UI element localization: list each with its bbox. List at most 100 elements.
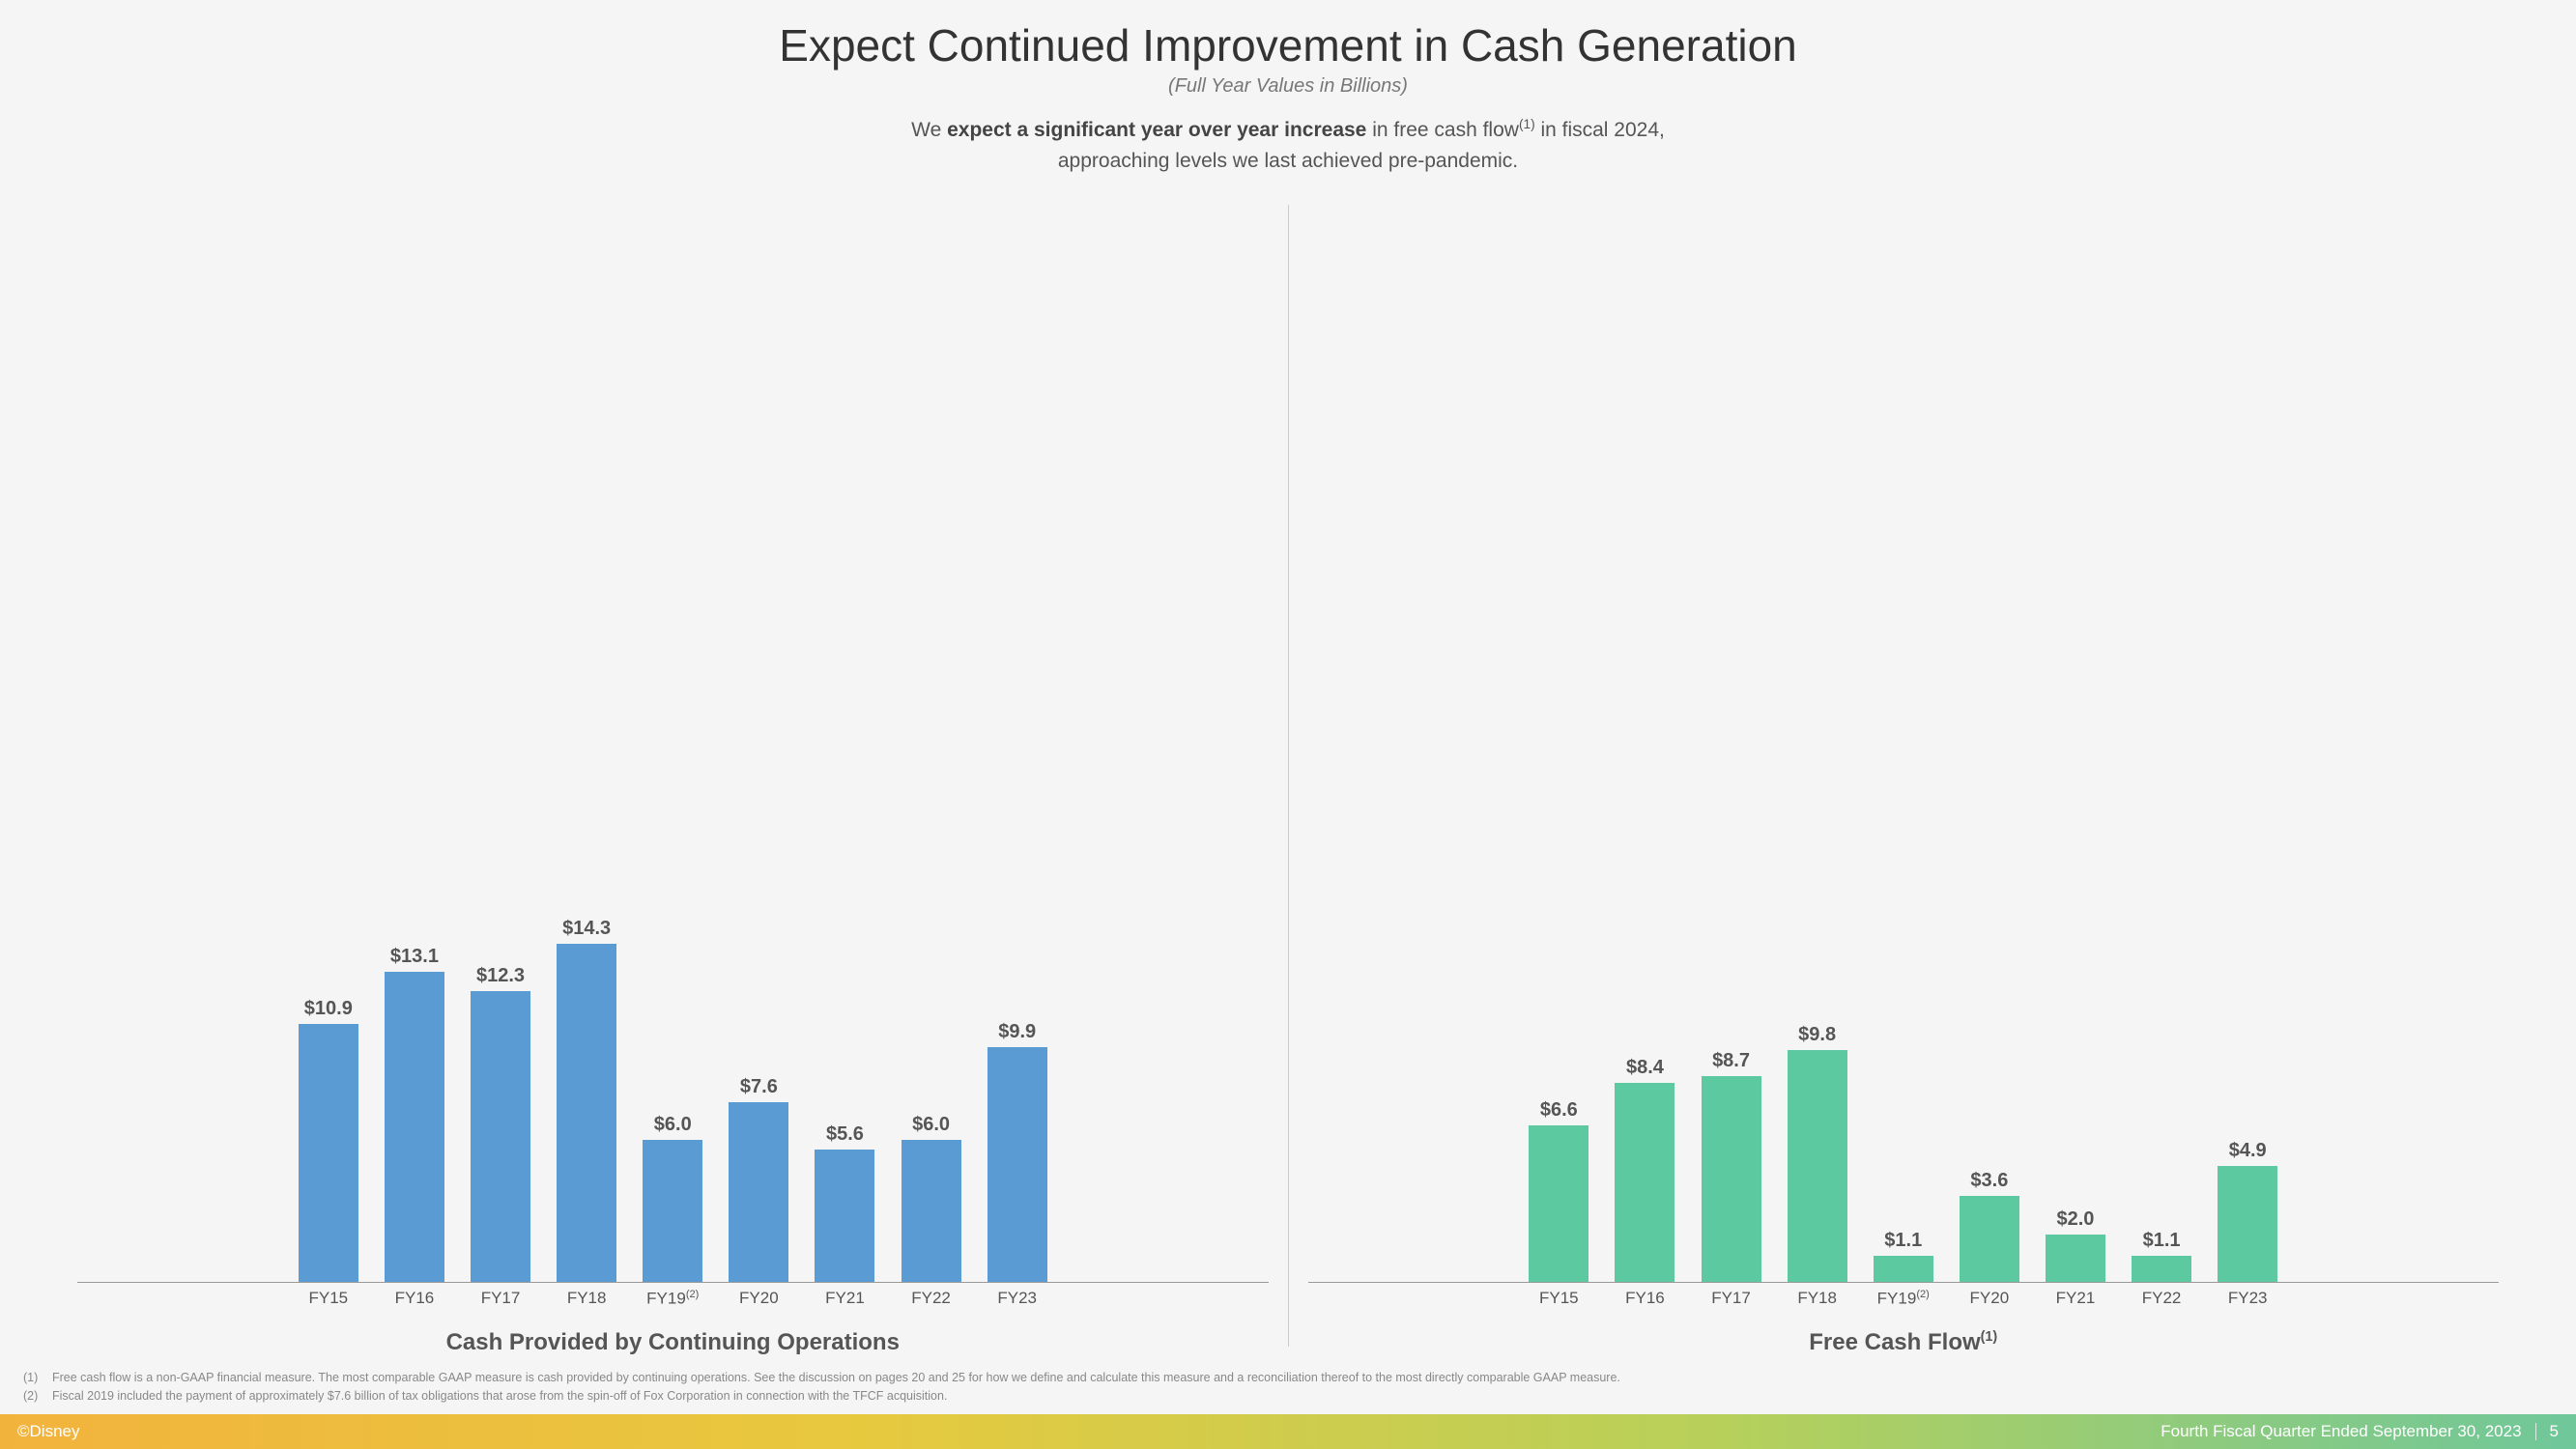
chart-left-axis: FY15 FY16 FY17 FY18 FY19(2) FY20 FY21 FY22 FY23 bbox=[77, 1282, 1269, 1309]
bar-group: $8.7 bbox=[1702, 1050, 1761, 1282]
bar-group: $4.9 bbox=[2218, 1140, 2277, 1282]
bar-value-label: $8.7 bbox=[1712, 1050, 1750, 1072]
bar bbox=[1874, 1256, 1933, 1282]
axis-label: FY16 bbox=[1615, 1289, 1674, 1309]
bar bbox=[1615, 1083, 1674, 1282]
chart-right-panel: $6.6 $8.4 $8.7 $9.8 $1.1 $3.6 $2.0 $1.1 $4.9 FY1… bbox=[1289, 185, 2519, 1356]
footnotes: (1) Free cash flow is a non-GAAP financia… bbox=[0, 1356, 2576, 1414]
axis-label: FY19(2) bbox=[1874, 1289, 1933, 1309]
footnote-text: Free cash flow is a non-GAAP financial m… bbox=[52, 1370, 1620, 1386]
slide-title: Expect Continued Improvement in Cash Gen… bbox=[0, 19, 2576, 71]
slide-subtitle: (Full Year Values in Billions) bbox=[0, 75, 2576, 98]
bar-group: $12.3 bbox=[471, 965, 530, 1282]
charts-row: $10.9 $13.1 $12.3 $14.3 $6.0 $7.6 $5.6 $6.0 $9.9… bbox=[0, 185, 2576, 1356]
lead-bold: expect a significant year over year incr… bbox=[947, 119, 1366, 141]
bar bbox=[2218, 1166, 2277, 1282]
bar bbox=[1960, 1196, 2019, 1281]
bar-group: $13.1 bbox=[385, 946, 444, 1282]
footnote: (1) Free cash flow is a non-GAAP financia… bbox=[23, 1370, 2553, 1386]
lead-line2: approaching levels we last achieved pre-… bbox=[1058, 150, 1518, 172]
footer-page: 5 bbox=[2550, 1422, 2559, 1441]
axis-label: FY22 bbox=[2132, 1289, 2191, 1309]
axis-label: FY20 bbox=[729, 1289, 788, 1309]
chart-left-panel: $10.9 $13.1 $12.3 $14.3 $6.0 $7.6 $5.6 $6.0 $9.9… bbox=[58, 185, 1288, 1356]
bar bbox=[2046, 1235, 2105, 1282]
bar-group: $6.0 bbox=[643, 1114, 702, 1282]
bar-group: $8.4 bbox=[1615, 1057, 1674, 1282]
chart-right-title-text: Free Cash Flow bbox=[1809, 1329, 1980, 1355]
axis-label: FY20 bbox=[1960, 1289, 2019, 1309]
bar bbox=[815, 1150, 874, 1282]
chart-right-title: Free Cash Flow(1) bbox=[1809, 1329, 1997, 1356]
bar bbox=[385, 972, 444, 1282]
bar bbox=[1702, 1076, 1761, 1282]
footer-bar: ©Disney Fourth Fiscal Quarter Ended Sept… bbox=[0, 1414, 2576, 1449]
axis-label: FY17 bbox=[1702, 1289, 1761, 1309]
chart-right-axis: FY15 FY16 FY17 FY18 FY19(2) FY20 FY21 FY22 FY23 bbox=[1308, 1282, 2500, 1309]
footer-right: Fourth Fiscal Quarter Ended September 30… bbox=[2161, 1422, 2559, 1441]
bar-group: $5.6 bbox=[815, 1123, 874, 1282]
bar-group: $1.1 bbox=[2132, 1230, 2191, 1282]
bar-value-label: $8.4 bbox=[1626, 1057, 1664, 1079]
bar-value-label: $6.6 bbox=[1540, 1099, 1578, 1122]
axis-label: FY23 bbox=[2218, 1289, 2277, 1309]
axis-label: FY22 bbox=[902, 1289, 961, 1309]
chart-right-bars: $6.6 $8.4 $8.7 $9.8 $1.1 $3.6 $2.0 $1.1 $4.9 bbox=[1308, 185, 2500, 1282]
bar-group: $9.8 bbox=[1788, 1024, 1847, 1282]
axis-label: FY23 bbox=[987, 1289, 1047, 1309]
axis-label: FY15 bbox=[1529, 1289, 1589, 1309]
bar-value-label: $12.3 bbox=[476, 965, 525, 987]
bar-value-label: $9.9 bbox=[998, 1021, 1036, 1043]
footer-quarter: Fourth Fiscal Quarter Ended September 30… bbox=[2161, 1422, 2521, 1441]
lead-pre: We bbox=[911, 119, 947, 141]
footnote-num: (1) bbox=[23, 1370, 44, 1386]
bar bbox=[1788, 1050, 1847, 1282]
bar-value-label: $6.0 bbox=[654, 1114, 692, 1136]
bar-group: $2.0 bbox=[2046, 1208, 2105, 1282]
axis-label: FY15 bbox=[299, 1289, 358, 1309]
bar-group: $7.6 bbox=[729, 1076, 788, 1282]
footnote: (2)Fiscal 2019 included the payment of a… bbox=[23, 1388, 2553, 1405]
bar-group: $10.9 bbox=[299, 998, 358, 1282]
lead-post: in fiscal 2024, bbox=[1535, 119, 1665, 141]
bar bbox=[1529, 1125, 1589, 1282]
lead-sup: (1) bbox=[1519, 117, 1535, 131]
bar-group: $1.1 bbox=[1874, 1230, 1933, 1282]
bar-group: $3.6 bbox=[1960, 1170, 2019, 1281]
bar bbox=[471, 991, 530, 1282]
chart-left-title: Cash Provided by Continuing Operations bbox=[446, 1329, 900, 1356]
bar-group: $6.6 bbox=[1529, 1099, 1589, 1282]
axis-label: FY17 bbox=[471, 1289, 530, 1309]
bar bbox=[987, 1047, 1047, 1281]
bar-value-label: $1.1 bbox=[1884, 1230, 1922, 1252]
chart-left-bars: $10.9 $13.1 $12.3 $14.3 $6.0 $7.6 $5.6 $6.0 $9.9 bbox=[77, 185, 1269, 1282]
bar bbox=[643, 1140, 702, 1282]
bar-value-label: $5.6 bbox=[826, 1123, 864, 1146]
bar bbox=[902, 1140, 961, 1282]
slide: Expect Continued Improvement in Cash Gen… bbox=[0, 0, 2576, 1414]
axis-label: FY18 bbox=[1788, 1289, 1847, 1309]
lead-text: We expect a significant year over year i… bbox=[0, 115, 2576, 176]
footer-divider bbox=[2535, 1423, 2536, 1440]
bar-value-label: $14.3 bbox=[562, 918, 611, 940]
axis-label: FY16 bbox=[385, 1289, 444, 1309]
axis-label: FY18 bbox=[557, 1289, 616, 1309]
bar-value-label: $2.0 bbox=[2057, 1208, 2095, 1231]
bar-value-label: $7.6 bbox=[740, 1076, 778, 1098]
bar bbox=[2132, 1256, 2191, 1282]
bar-value-label: $13.1 bbox=[390, 946, 439, 968]
bar-group: $9.9 bbox=[987, 1021, 1047, 1281]
bar-value-label: $6.0 bbox=[912, 1114, 950, 1136]
footer-copyright: ©Disney bbox=[17, 1422, 2161, 1441]
axis-label: FY21 bbox=[2046, 1289, 2105, 1309]
bar-value-label: $9.8 bbox=[1798, 1024, 1836, 1046]
footnote-num: (2) bbox=[23, 1388, 44, 1405]
axis-label: FY21 bbox=[815, 1289, 874, 1309]
bar-value-label: $10.9 bbox=[304, 998, 353, 1020]
axis-label: FY19(2) bbox=[643, 1289, 702, 1309]
bar bbox=[729, 1102, 788, 1282]
bar-value-label: $4.9 bbox=[2229, 1140, 2267, 1162]
bar bbox=[557, 944, 616, 1282]
bar-value-label: $1.1 bbox=[2143, 1230, 2181, 1252]
lead-mid: in free cash flow bbox=[1366, 119, 1519, 141]
